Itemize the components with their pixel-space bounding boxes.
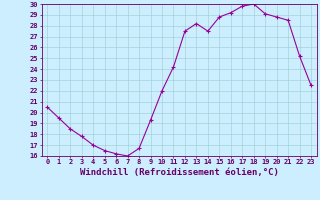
X-axis label: Windchill (Refroidissement éolien,°C): Windchill (Refroidissement éolien,°C): [80, 168, 279, 177]
